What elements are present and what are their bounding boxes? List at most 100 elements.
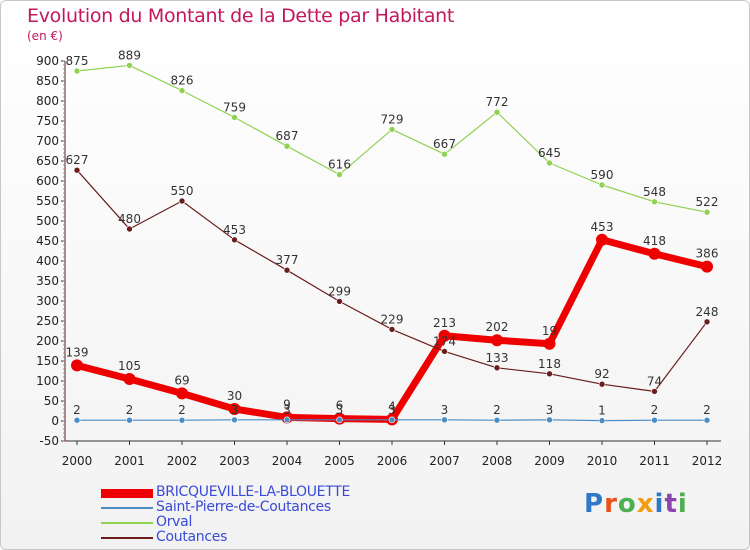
logo-letter: o — [617, 489, 637, 519]
data-point — [228, 403, 241, 415]
y-tick-label: -50 — [39, 434, 59, 448]
data-label: 118 — [538, 357, 561, 371]
y-tick-label: 750 — [36, 114, 59, 128]
data-point — [491, 334, 503, 347]
x-tick-label: 2000 — [62, 454, 93, 468]
y-tick-label: 150 — [36, 354, 59, 368]
data-label: 2 — [493, 403, 501, 417]
data-label: 480 — [118, 212, 141, 226]
data-point — [546, 416, 553, 424]
data-label: 133 — [486, 351, 509, 365]
data-label: 229 — [381, 312, 404, 326]
data-point — [441, 150, 448, 158]
data-point — [441, 416, 448, 424]
data-point — [123, 373, 136, 385]
data-label: 772 — [486, 95, 509, 109]
data-label: 299 — [328, 284, 351, 298]
data-point — [178, 197, 186, 205]
data-label: 453 — [223, 223, 246, 237]
data-label: 889 — [118, 48, 141, 62]
x-tick-label: 2003 — [219, 454, 250, 468]
y-tick-label: 850 — [36, 74, 59, 88]
y-tick-label: 50 — [44, 394, 59, 408]
data-point — [71, 359, 83, 372]
data-point — [596, 233, 608, 246]
data-label: 645 — [538, 146, 561, 160]
x-tick-label: 2009 — [534, 454, 565, 468]
data-label: 139 — [66, 345, 89, 359]
data-point — [703, 208, 711, 216]
data-point — [388, 126, 396, 133]
x-tick-label: 2005 — [324, 454, 355, 468]
logo-letter: i — [677, 489, 688, 519]
data-point — [231, 416, 238, 424]
y-tick-label: 100 — [36, 374, 59, 388]
data-label: 1 — [598, 404, 606, 418]
y-tick-label: 650 — [36, 154, 59, 168]
logo-letter: t — [664, 489, 678, 519]
data-label: 2 — [703, 403, 711, 417]
x-tick-label: 2006 — [377, 454, 408, 468]
data-label: 3 — [388, 403, 396, 417]
data-point — [598, 380, 606, 388]
data-point — [651, 416, 658, 424]
proxiti-logo: Proxiti — [584, 489, 688, 519]
data-point — [178, 87, 186, 94]
y-tick-label: 550 — [36, 194, 59, 208]
data-point — [231, 236, 238, 244]
data-point — [176, 387, 188, 400]
chart-title: Evolution du Montant de la Dette par Hab… — [27, 5, 455, 27]
y-tick-label: 300 — [36, 294, 59, 308]
data-label: 105 — [118, 359, 141, 373]
data-label: 30 — [227, 389, 242, 403]
data-point — [126, 62, 133, 69]
data-label: 3 — [546, 403, 554, 417]
y-tick-label: 600 — [36, 174, 59, 188]
data-point — [543, 337, 556, 350]
data-label: 826 — [171, 74, 194, 88]
data-label: 9 — [283, 397, 291, 411]
data-label: 69 — [174, 373, 189, 387]
data-point — [336, 416, 343, 424]
data-label: 627 — [66, 153, 89, 167]
data-label: 386 — [696, 247, 719, 261]
data-point — [703, 318, 711, 326]
legend-swatch — [101, 507, 153, 509]
data-label: 687 — [276, 129, 299, 143]
y-tick-label: 250 — [36, 314, 59, 328]
data-point — [283, 266, 291, 274]
y-tick-label: 700 — [36, 134, 59, 148]
y-tick-label: 400 — [36, 254, 59, 268]
data-label: 522 — [696, 195, 719, 209]
data-point — [701, 260, 713, 273]
y-tick-label: 500 — [36, 214, 59, 228]
data-point — [178, 416, 186, 424]
data-label: 202 — [486, 320, 509, 334]
data-point — [598, 417, 606, 424]
data-label: 3 — [231, 403, 239, 417]
data-point — [441, 348, 448, 355]
x-tick-label: 2004 — [272, 454, 303, 468]
x-tick-label: 2001 — [114, 454, 145, 468]
y-tick-label: 450 — [36, 234, 59, 248]
x-tick-label: 2008 — [482, 454, 513, 468]
data-label: 248 — [696, 305, 719, 319]
data-point — [651, 198, 658, 206]
data-label: 590 — [591, 168, 614, 182]
data-label: 174 — [433, 334, 456, 348]
data-label: 6 — [336, 399, 344, 413]
data-point — [336, 171, 343, 178]
legend-label: BRICQUEVILLE-LA-BLOUETTE — [156, 484, 351, 500]
data-point — [126, 225, 133, 233]
y-tick-label: 200 — [36, 334, 59, 348]
y-tick-label: 350 — [36, 274, 59, 288]
legend-label: Coutances — [156, 529, 228, 545]
data-label: 729 — [381, 112, 404, 126]
x-tick-label: 2002 — [167, 454, 198, 468]
x-tick-label: 2011 — [639, 454, 670, 468]
data-label: 92 — [594, 367, 609, 381]
y-tick-label: 800 — [36, 94, 59, 108]
legend-swatch — [101, 488, 153, 498]
data-point — [388, 326, 396, 333]
